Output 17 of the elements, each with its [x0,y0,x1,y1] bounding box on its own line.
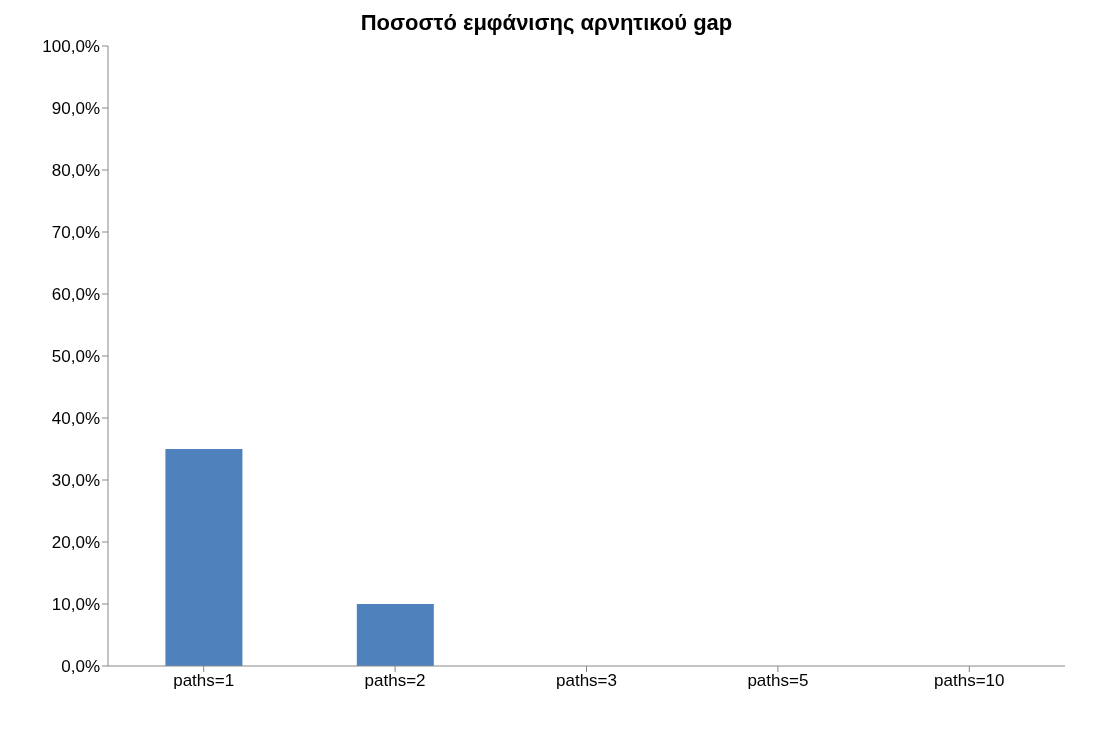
y-tick-label: 50,0% [51,347,100,367]
x-tick-label: paths=3 [556,671,617,691]
y-tick-label: 30,0% [51,471,100,491]
chart-title: Ποσοστό εμφάνισης αρνητικού gap [359,10,734,36]
x-tick-label: paths=2 [364,671,426,691]
y-tick-label: 0,0% [61,657,100,677]
x-tick-label: paths=5 [747,671,809,691]
y-tick-label: 60,0% [51,285,100,305]
y-tick-label: 80,0% [51,161,100,181]
y-tick-label: 40,0% [51,409,100,429]
x-tick-label: paths=10 [934,671,1005,691]
x-tick-label: paths=1 [173,671,235,691]
y-tick-label: 90,0% [51,99,100,119]
y-tick-label: 20,0% [51,533,100,553]
y-tick-label: 100,0% [42,37,100,57]
y-tick-label: 70,0% [51,223,100,243]
y-tick-label: 10,0% [51,595,100,615]
